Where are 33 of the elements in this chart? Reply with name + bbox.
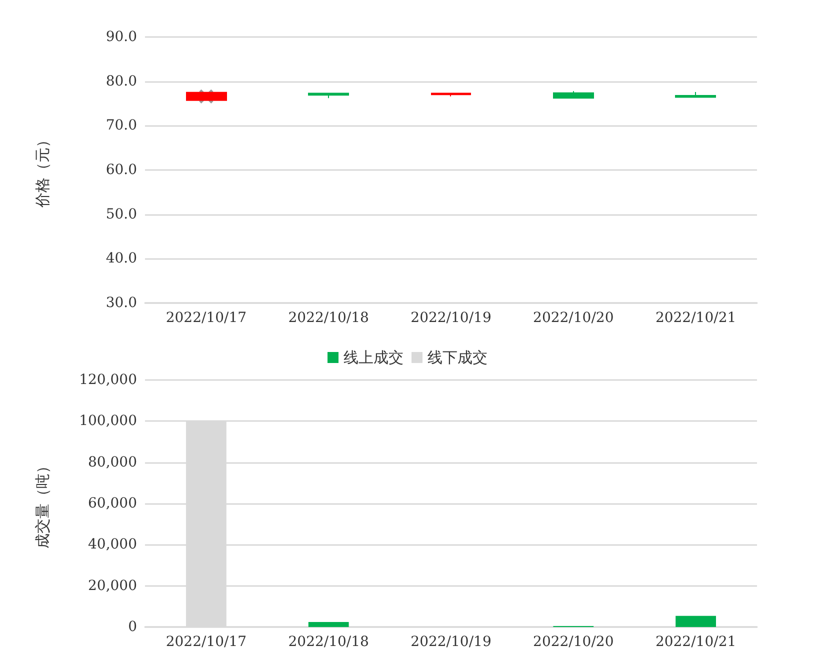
x-tick-label: 2022/10/17 bbox=[166, 310, 247, 326]
legend-label: 线下成交 bbox=[428, 348, 488, 366]
y-tick-label: 0 bbox=[128, 619, 137, 635]
x-tick-label: 2022/10/20 bbox=[533, 634, 614, 650]
x-tick-label: 2022/10/19 bbox=[410, 634, 492, 650]
x-tick-label: 2022/10/19 bbox=[410, 310, 492, 326]
x-tick-label: 2022/10/21 bbox=[655, 634, 736, 650]
y-axis-title: 成交量（吨） bbox=[34, 458, 52, 548]
y-tick-label: 30.0 bbox=[106, 295, 137, 311]
y-tick-label: 60,000 bbox=[88, 496, 137, 512]
y-tick-label: 40.0 bbox=[106, 250, 137, 267]
y-tick-label: 50.0 bbox=[106, 206, 137, 222]
candlestick bbox=[553, 90, 594, 99]
y-axis-title: 价格（元） bbox=[34, 132, 52, 208]
y-tick-label: 60.0 bbox=[106, 162, 137, 178]
candlestick bbox=[308, 92, 349, 99]
y-tick-label: 20,000 bbox=[88, 578, 137, 594]
x-tick-label: 2022/10/18 bbox=[288, 634, 369, 650]
y-tick-label: 90.0 bbox=[106, 29, 137, 45]
x-tick-label: 2022/10/21 bbox=[655, 310, 736, 326]
y-tick-label: 70.0 bbox=[106, 118, 137, 134]
x-tick-label: 2022/10/20 bbox=[533, 310, 614, 326]
y-tick-label: 40,000 bbox=[88, 536, 137, 553]
bar bbox=[308, 622, 349, 627]
y-tick-label: 120,000 bbox=[79, 372, 137, 388]
legend-label: 线上成交 bbox=[344, 348, 404, 366]
y-tick-label: 80.0 bbox=[106, 73, 137, 90]
x-tick-label: 2022/10/17 bbox=[166, 634, 247, 650]
x-tick-label: 2022/10/18 bbox=[288, 310, 369, 326]
candlestick bbox=[675, 91, 716, 98]
bar bbox=[676, 616, 716, 627]
y-tick-label: 100,000 bbox=[79, 413, 137, 430]
y-tick-label: 80,000 bbox=[88, 454, 137, 470]
